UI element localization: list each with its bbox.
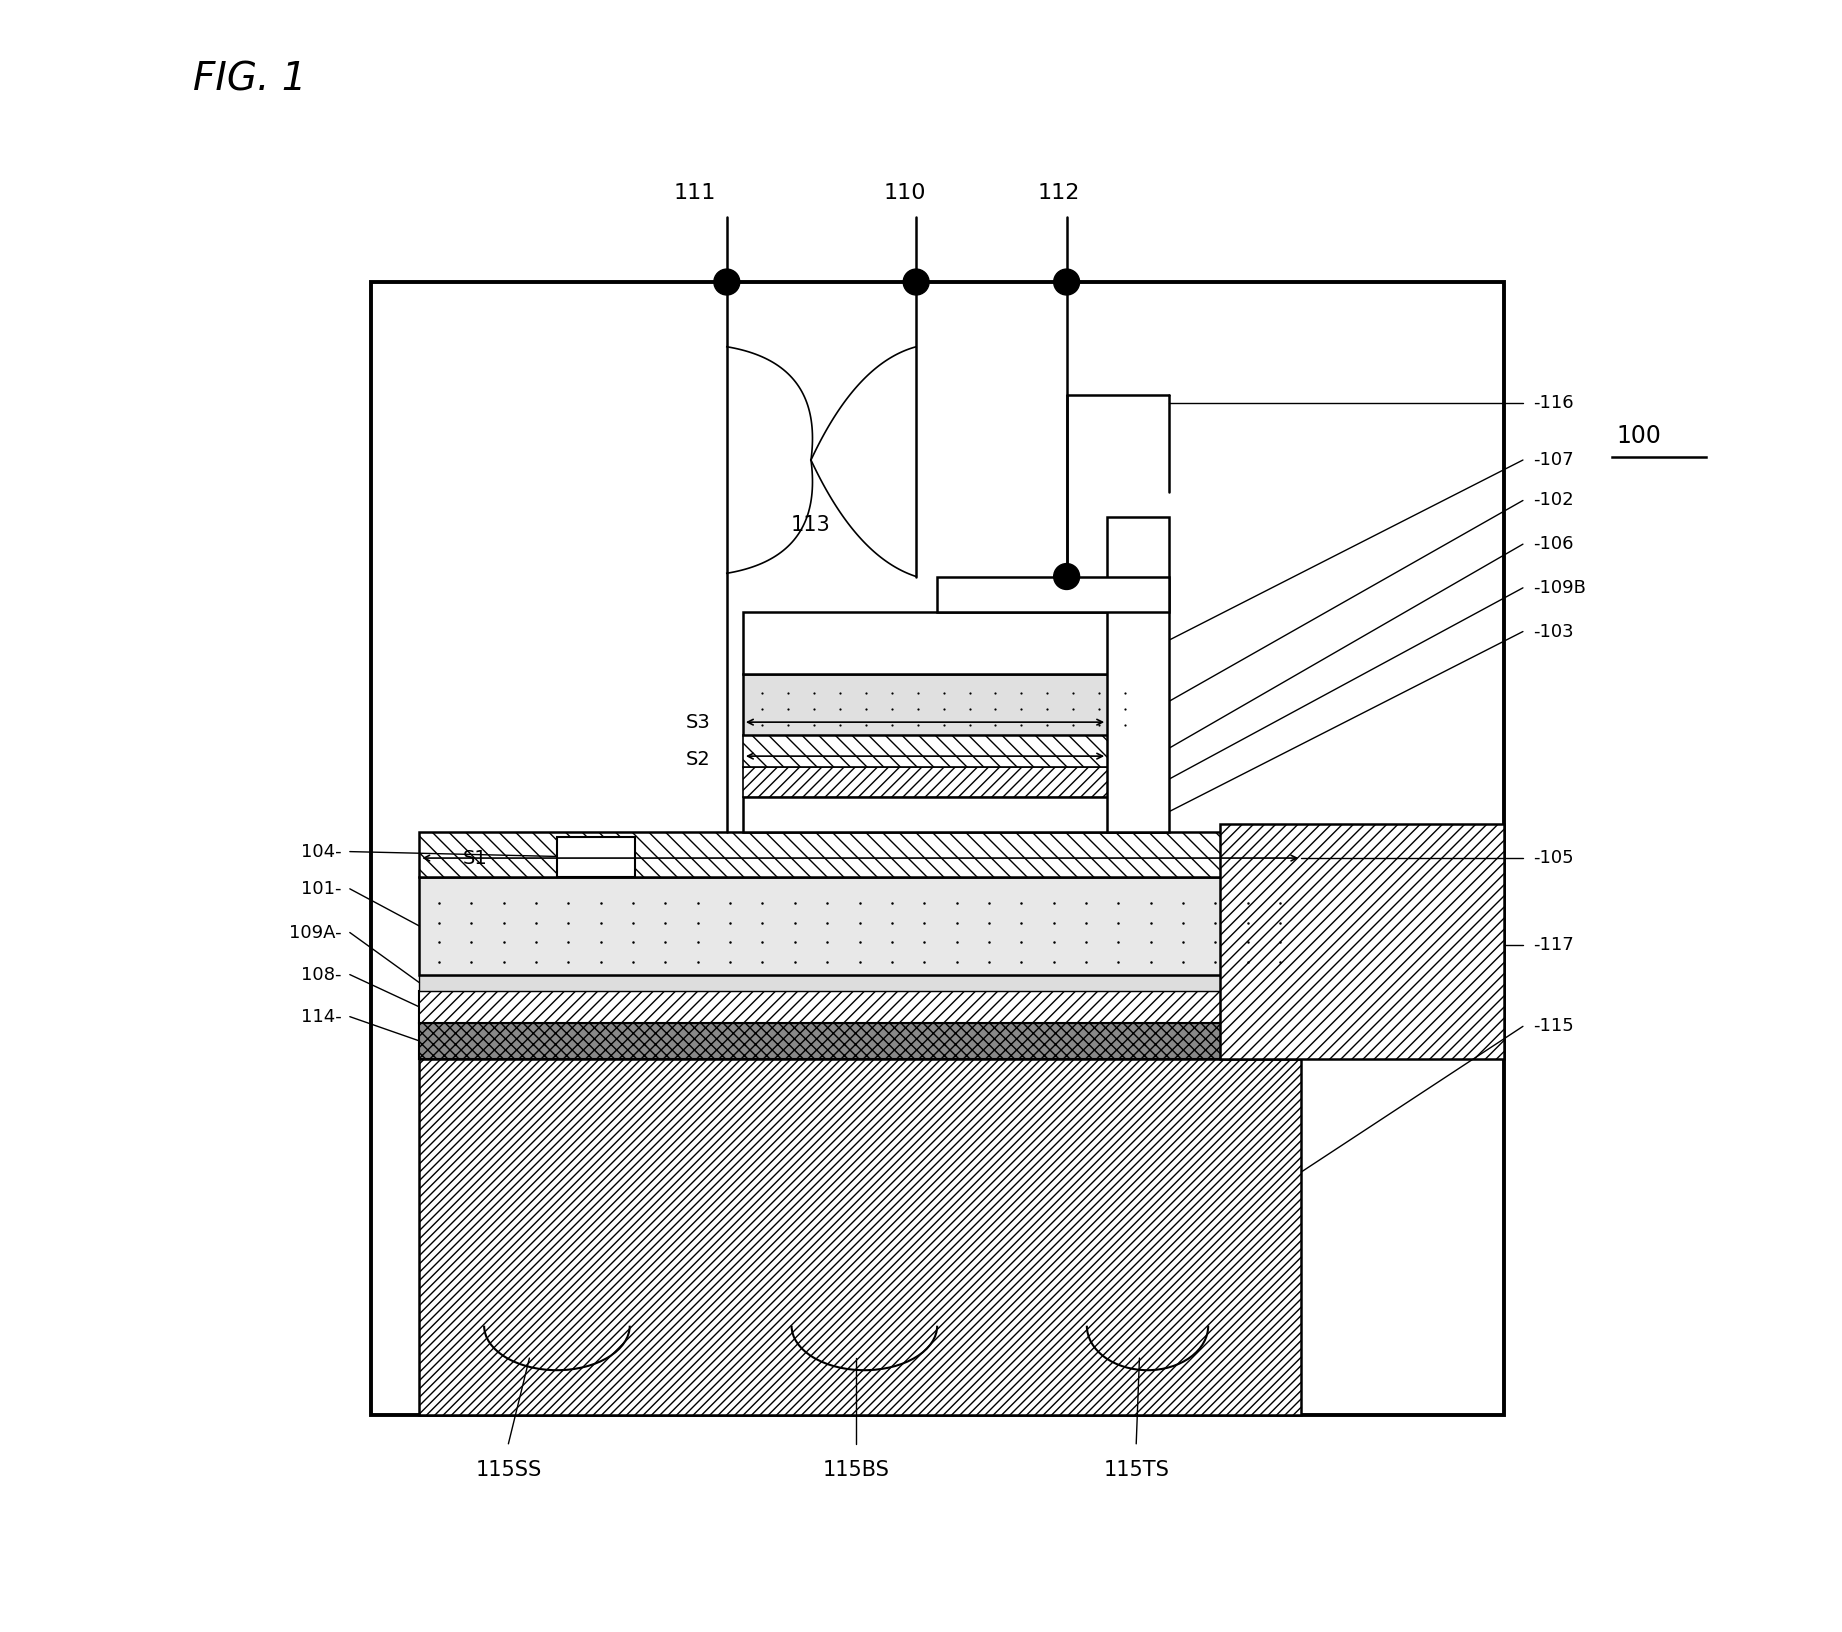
Circle shape bbox=[1054, 563, 1079, 589]
Text: -116: -116 bbox=[1533, 395, 1573, 413]
Text: -117: -117 bbox=[1533, 937, 1573, 955]
Text: 115TS: 115TS bbox=[1103, 1459, 1170, 1480]
Bar bbox=[742, 767, 1164, 796]
Text: 112: 112 bbox=[1037, 183, 1079, 202]
Bar bbox=[420, 974, 1300, 991]
Text: S2: S2 bbox=[685, 749, 711, 769]
Bar bbox=[420, 1059, 1300, 1415]
Bar bbox=[742, 612, 1164, 674]
Text: -106: -106 bbox=[1533, 535, 1573, 553]
Bar bbox=[938, 576, 1168, 612]
Bar bbox=[742, 796, 1164, 832]
Bar bbox=[370, 282, 1503, 1415]
Text: 115BS: 115BS bbox=[823, 1459, 890, 1480]
Bar bbox=[742, 674, 1164, 734]
Bar bbox=[420, 878, 1300, 974]
Text: 114-: 114- bbox=[300, 1007, 343, 1025]
Bar bbox=[420, 1023, 1300, 1059]
Text: -102: -102 bbox=[1533, 491, 1573, 509]
Text: 109A-: 109A- bbox=[289, 924, 343, 942]
Text: -107: -107 bbox=[1533, 450, 1573, 468]
Bar bbox=[742, 734, 1164, 767]
Text: 104-: 104- bbox=[300, 842, 343, 860]
Text: 101-: 101- bbox=[302, 880, 343, 898]
Text: 111: 111 bbox=[674, 183, 717, 202]
Text: 108-: 108- bbox=[302, 966, 343, 984]
Text: S1: S1 bbox=[462, 849, 488, 868]
Text: 100: 100 bbox=[1617, 424, 1661, 447]
Bar bbox=[420, 991, 1300, 1023]
Text: -115: -115 bbox=[1533, 1017, 1573, 1035]
Text: 113: 113 bbox=[790, 514, 831, 535]
Circle shape bbox=[1054, 269, 1079, 295]
Text: 115SS: 115SS bbox=[475, 1459, 542, 1480]
Circle shape bbox=[903, 269, 928, 295]
Circle shape bbox=[715, 269, 740, 295]
Bar bbox=[556, 837, 635, 878]
Text: -109B: -109B bbox=[1533, 579, 1586, 597]
Text: -103: -103 bbox=[1533, 622, 1573, 640]
Text: FIG. 1: FIG. 1 bbox=[193, 60, 306, 100]
Text: S3: S3 bbox=[685, 713, 711, 731]
Bar bbox=[420, 832, 1300, 878]
Bar bbox=[1107, 517, 1168, 832]
Text: 110: 110 bbox=[884, 183, 927, 202]
Bar bbox=[1221, 824, 1503, 1059]
Text: -105: -105 bbox=[1533, 849, 1573, 867]
